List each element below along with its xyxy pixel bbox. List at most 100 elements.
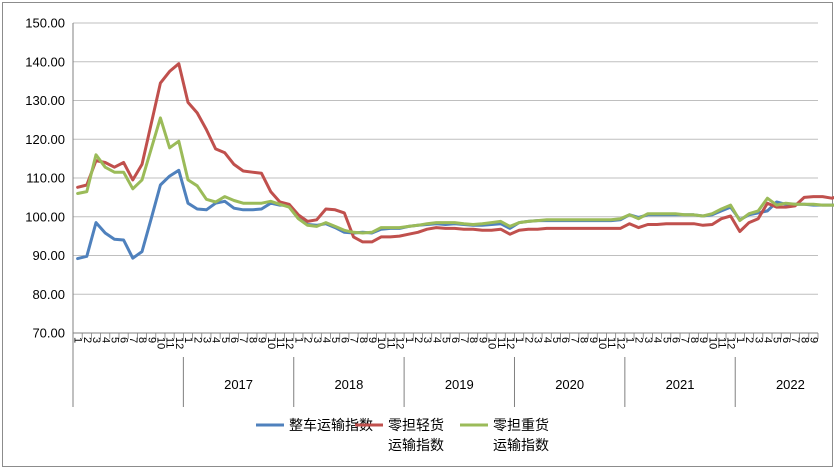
year-label: 2020 (555, 377, 584, 392)
x-tick-label: 12 (173, 337, 185, 349)
y-tick-label: 130.00 (25, 93, 65, 108)
x-tick-label: 12 (504, 337, 516, 349)
x-tick-label: 8 (798, 337, 810, 343)
x-tick-label: 5 (550, 337, 562, 343)
x-tick-label: 7 (789, 337, 801, 343)
legend: 整车运输指数 零担轻货运输指数 零担重货运输指数 (256, 417, 549, 453)
year-label: 2018 (334, 377, 363, 392)
x-tick-label: 2 (633, 337, 645, 343)
x-tick-label: 3 (532, 337, 544, 343)
x-tick-label: 4 (651, 337, 663, 343)
x-tick-label: 1 (513, 337, 525, 343)
x-tick-label: 2 (743, 337, 755, 343)
x-tick-label: 9 (587, 337, 599, 343)
x-tick-label: 8 (136, 337, 148, 343)
x-axis: 1234567891011121234567891011121234567891… (72, 23, 819, 407)
x-tick-label: 11 (495, 337, 507, 348)
x-tick-label: 10 (706, 337, 718, 349)
x-tick-label: 7 (679, 337, 691, 343)
x-tick-label: 6 (118, 337, 130, 343)
x-tick-label: 8 (688, 337, 700, 343)
x-tick-label: 8 (467, 337, 479, 343)
x-tick-label: 9 (366, 337, 378, 343)
x-tick-label: 1 (182, 337, 194, 343)
x-tick-label: 4 (210, 337, 222, 343)
x-tick-label: 10 (154, 337, 166, 349)
x-tick-label: 5 (108, 337, 120, 343)
y-tick-label: 140.00 (25, 54, 65, 69)
x-tick-label: 8 (246, 337, 258, 343)
y-tick-label: 110.00 (26, 171, 65, 186)
x-tick-label: 3 (752, 337, 764, 343)
series-lines (76, 62, 834, 261)
y-tick-label: 120.00 (25, 132, 65, 147)
x-tick-label: 4 (541, 337, 553, 343)
y-tick-label: 70.00 (32, 326, 65, 341)
line-chart: 70.00 80.00 90.00 100.00 110.00 120.00 130.00 1… (25, 16, 834, 453)
x-tick-label: 1 (734, 337, 746, 343)
x-tick-label: 6 (670, 337, 682, 343)
x-tick-label: 12 (725, 337, 737, 349)
x-tick-label: 2 (81, 337, 93, 343)
x-tick-label: 10 (486, 337, 498, 349)
x-tick-label: 7 (458, 337, 470, 343)
x-tick-label: 1 (72, 337, 84, 343)
legend-label: 整车运输指数 (289, 417, 373, 433)
x-tick-label: 9 (697, 337, 709, 343)
x-tick-label: 7 (127, 337, 139, 343)
x-tick-label: 9 (145, 337, 157, 343)
year-label: 2017 (224, 377, 253, 392)
x-tick-label: 5 (771, 337, 783, 343)
x-tick-label: 11 (164, 337, 176, 348)
x-tick-label: 11 (605, 337, 617, 348)
x-tick-label: 1 (292, 337, 304, 343)
x-tick-label: 10 (596, 337, 608, 349)
x-tick-label: 10 (265, 337, 277, 349)
x-tick-label: 2 (412, 337, 424, 343)
x-tick-label: 9 (476, 337, 488, 343)
y-tick-label: 100.00 (25, 209, 65, 224)
x-tick-label: 11 (274, 337, 286, 348)
x-tick-label: 11 (716, 337, 728, 348)
year-label: 2019 (445, 377, 474, 392)
x-tick-label: 3 (642, 337, 654, 343)
x-tick-label: 7 (237, 337, 249, 343)
x-tick-label: 7 (348, 337, 360, 343)
x-tick-label: 7 (568, 337, 580, 343)
x-tick-label: 2 (522, 337, 534, 343)
x-tick-label: 2 (191, 337, 203, 343)
x-tick-label: 11 (384, 337, 396, 348)
x-tick-label: 6 (338, 337, 350, 343)
x-tick-label: 3 (421, 337, 433, 343)
y-tick-label: 150.00 (25, 16, 65, 31)
x-tick-label: 3 (200, 337, 212, 343)
x-tick-label: 12 (283, 337, 295, 349)
x-tick-label: 3 (311, 337, 323, 343)
x-tick-label: 5 (329, 337, 341, 343)
series-line-2 (76, 62, 834, 244)
x-tick-label: 10 (375, 337, 387, 349)
x-tick-label: 2 (302, 337, 314, 343)
y-axis-tick-labels: 70.00 80.00 90.00 100.00 110.00 120.00 130.00 1… (25, 16, 65, 341)
x-tick-label: 4 (320, 337, 332, 343)
x-tick-label: 5 (219, 337, 231, 343)
x-tick-label: 4 (430, 337, 442, 343)
series-line-3 (76, 116, 834, 235)
y-tick-label: 80.00 (32, 287, 65, 302)
x-tick-label: 12 (394, 337, 406, 349)
x-tick-label: 3 (90, 337, 102, 343)
x-tick-label: 6 (449, 337, 461, 343)
x-tick-label: 6 (559, 337, 571, 343)
x-tick-label: 9 (256, 337, 268, 343)
year-label: 2022 (776, 377, 805, 392)
x-tick-label: 5 (660, 337, 672, 343)
x-tick-label: 12 (614, 337, 626, 349)
legend-label: 零担轻货运输指数 (388, 417, 444, 453)
x-tick-label: 5 (440, 337, 452, 343)
x-tick-label: 8 (578, 337, 590, 343)
x-tick-label: 1 (624, 337, 636, 343)
gridlines (73, 22, 818, 334)
x-tick-label: 8 (357, 337, 369, 343)
x-tick-label: 6 (780, 337, 792, 343)
y-tick-label: 90.00 (32, 248, 65, 263)
